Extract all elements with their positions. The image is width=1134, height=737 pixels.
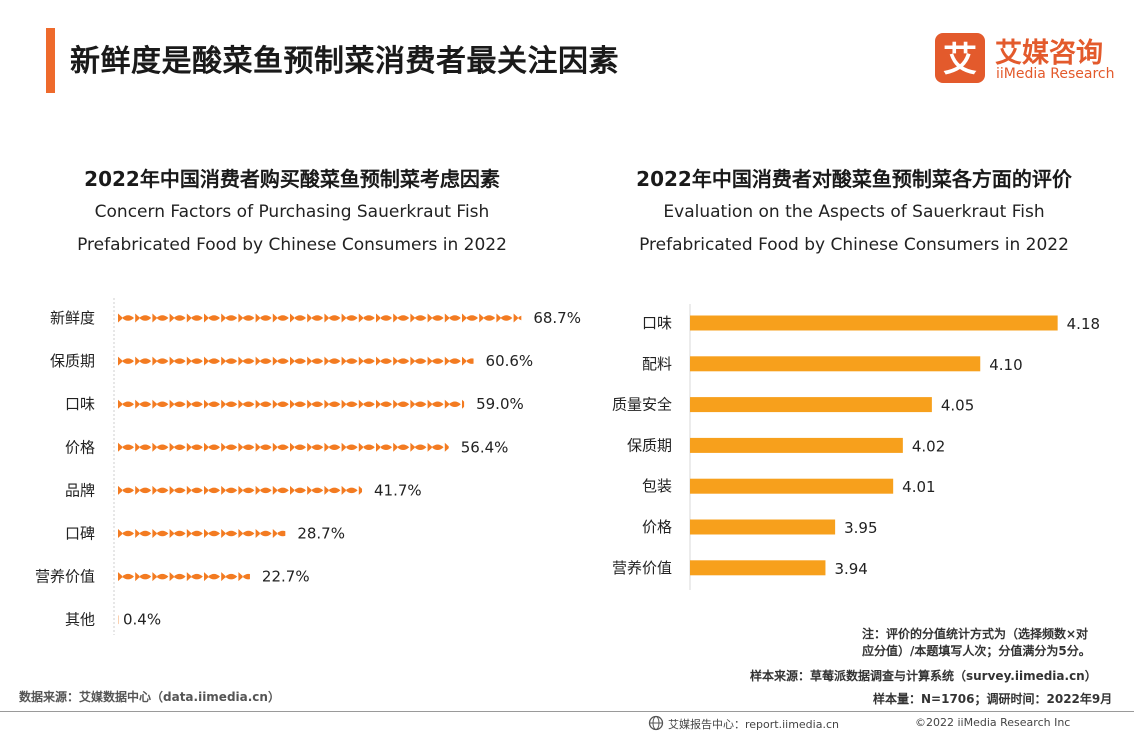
- left-fish-bar: [118, 313, 522, 323]
- right-category-label: 营养价值: [612, 559, 672, 577]
- fish-icon-row: [118, 485, 358, 495]
- right-category-label: 口味: [642, 314, 672, 332]
- left-value-label: 28.7%: [297, 525, 345, 543]
- fish-icon-partial: [272, 529, 286, 538]
- fish-icon-row: [118, 529, 272, 538]
- left-value-label: 41.7%: [374, 481, 422, 499]
- fish-icon-row: [118, 356, 461, 366]
- right-value-label: 4.02: [912, 437, 945, 455]
- globe-icon: [648, 715, 664, 731]
- left-fish-bar: [118, 572, 250, 582]
- left-value-label: 59.0%: [476, 395, 524, 413]
- left-category-label: 价格: [65, 438, 95, 456]
- left-fish-bar: [118, 399, 465, 409]
- right-bar: [690, 560, 826, 576]
- left-category-label: 口味: [65, 395, 95, 413]
- left-fish-bar: [118, 356, 474, 366]
- right-bar: [690, 315, 1058, 331]
- right-chart-title-en-1: Evaluation on the Aspects of Sauerkraut …: [663, 202, 1045, 222]
- left-value-label: 68.7%: [533, 309, 581, 327]
- left-category-label: 其他: [65, 611, 95, 629]
- note-line-1: 注：评价的分值统计方式为（选择频数×对: [862, 627, 1089, 641]
- fish-icon-partial: [238, 572, 250, 582]
- fish-icon-row: [118, 442, 444, 452]
- right-value-label: 4.05: [941, 397, 974, 415]
- left-chart-title: 2022年中国消费者购买酸菜鱼预制菜考虑因素 Concern Factors o…: [12, 163, 572, 262]
- left-category-label: 口碑: [65, 525, 95, 543]
- left-value-label: 22.7%: [262, 568, 310, 586]
- fish-icon-partial: [444, 442, 449, 452]
- logo-text-cn: 艾媒咨询: [995, 38, 1103, 69]
- right-chart-title-cn: 2022年中国消费者对酸菜鱼预制菜各方面的评价: [636, 167, 1072, 191]
- left-chart-title-en-1: Concern Factors of Purchasing Sauerkraut…: [94, 202, 490, 222]
- logo-text-en: iiMedia Research: [996, 66, 1115, 82]
- sample-size: 样本量：N=1706；调研时间：2022年9月: [873, 692, 1113, 706]
- left-category-label: 保质期: [50, 352, 95, 370]
- right-value-label: 4.01: [902, 478, 935, 496]
- right-category-label: 配料: [642, 355, 672, 373]
- left-fish-bar-chart: 新鲜度 68.7% 保质期 60.6% 口味 59.0% 价格 56.4% 品牌 41.7% 口碑 2…: [35, 298, 581, 635]
- right-category-label: 价格: [642, 518, 672, 536]
- fish-icon-row: [118, 399, 461, 409]
- fish-icon-partial: [462, 399, 465, 409]
- sample-source: 样本来源：草莓派数据调查与计算系统（survey.iimedia.cn）: [750, 669, 1097, 683]
- title-accent-bar: [46, 28, 55, 93]
- left-fish-bar: [118, 615, 119, 625]
- left-category-label: 新鲜度: [50, 309, 95, 327]
- left-fish-bar: [118, 529, 286, 538]
- left-value-label: 56.4%: [461, 438, 509, 456]
- footer-divider: [0, 711, 1134, 712]
- right-bar: [690, 437, 903, 453]
- left-fish-bar: [118, 442, 449, 452]
- footer-report-link[interactable]: 艾媒报告中心：report.iimedia.cn: [668, 718, 839, 731]
- fish-icon-partial: [513, 313, 522, 323]
- right-value-label: 4.10: [989, 356, 1022, 374]
- right-bar: [690, 478, 894, 494]
- fish-icon-partial: [118, 615, 119, 625]
- right-category-label: 保质期: [627, 436, 672, 454]
- right-horizontal-bar-chart: 口味 4.18 配料 4.10 质量安全 4.05 保质期 4.02 包装 4.01 价格 3.95 营…: [612, 304, 1100, 590]
- right-value-label: 3.94: [834, 560, 867, 578]
- note-line-2: 应分值）/本题填写人次；分值满分为5分。: [862, 644, 1091, 658]
- fish-icon-row: [118, 572, 238, 582]
- fish-icon-partial: [358, 485, 363, 495]
- left-chart-title-en-2: Prefabricated Food by Chinese Consumers …: [77, 235, 507, 255]
- right-bar: [690, 519, 836, 535]
- fish-icon-row: [118, 313, 513, 323]
- left-chart-title-cn: 2022年中国消费者购买酸菜鱼预制菜考虑因素: [84, 167, 500, 191]
- fish-icon-partial: [462, 356, 474, 366]
- left-value-label: 0.4%: [123, 611, 161, 629]
- left-fish-bar: [118, 485, 363, 495]
- right-value-label: 4.18: [1067, 315, 1100, 333]
- right-category-label: 质量安全: [612, 396, 672, 414]
- footer-copyright: ©2022 iiMedia Research Inc: [915, 716, 1071, 729]
- logo-mark-char: 艾: [943, 40, 977, 80]
- left-category-label: 营养价值: [35, 568, 95, 586]
- left-value-label: 60.6%: [486, 352, 534, 370]
- page-title: 新鲜度是酸菜鱼预制菜消费者最关注因素: [70, 44, 619, 79]
- iimedia-logo-icon: 艾: [935, 33, 985, 83]
- right-category-label: 包装: [642, 477, 672, 495]
- right-bar: [690, 356, 981, 372]
- right-chart-title: 2022年中国消费者对酸菜鱼预制菜各方面的评价 Evaluation on th…: [574, 163, 1134, 262]
- right-bar: [690, 397, 932, 413]
- right-value-label: 3.95: [844, 519, 877, 537]
- left-category-label: 品牌: [65, 481, 95, 499]
- data-source: 数据来源：艾媒数据中心（data.iimedia.cn）: [19, 690, 280, 704]
- right-chart-title-en-2: Prefabricated Food by Chinese Consumers …: [639, 235, 1069, 255]
